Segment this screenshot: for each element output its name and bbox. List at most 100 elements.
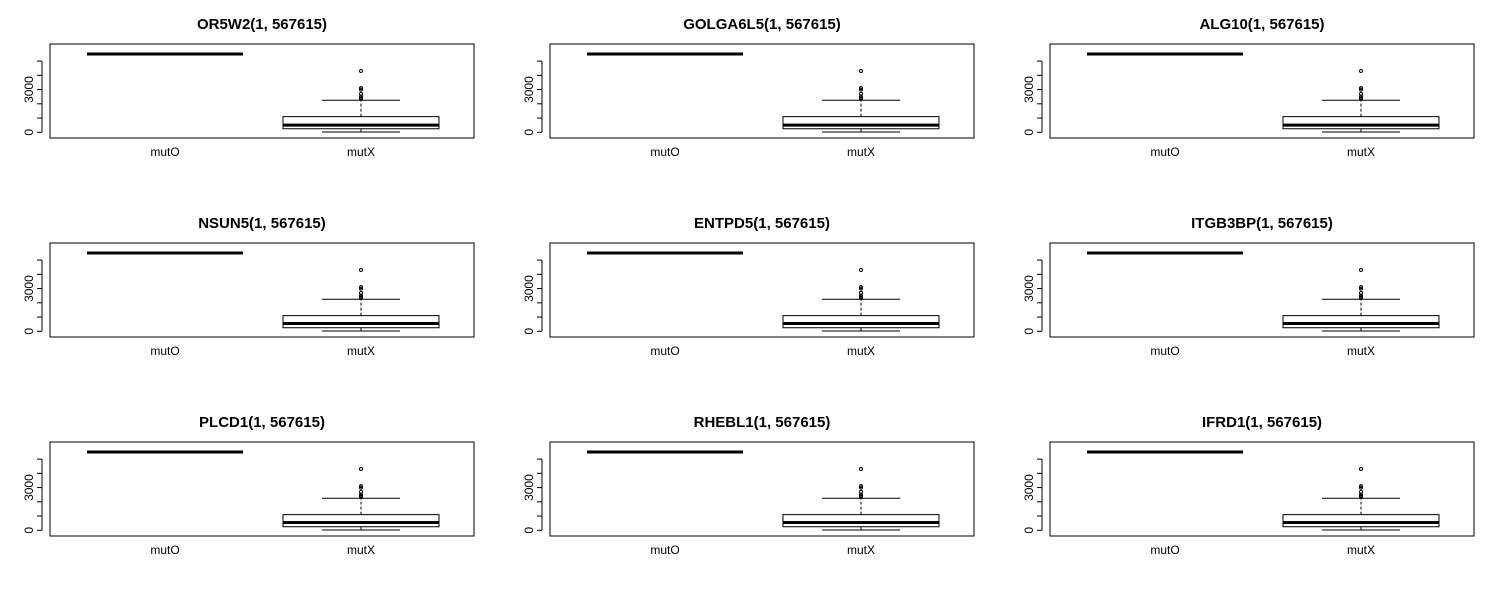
- outlier-point: [359, 467, 363, 472]
- y-tick-label: 3000: [522, 474, 536, 501]
- y-tick-label: 3000: [522, 275, 536, 302]
- outlier-point: [1359, 467, 1363, 472]
- outlier-point: [859, 286, 863, 291]
- y-tick-label: 0: [522, 527, 536, 534]
- outlier-point: [1359, 96, 1363, 101]
- box-mutX: [282, 467, 440, 531]
- panel-6: ITGB3BP(1, 567615) 0 3000 mutO mutX: [1022, 215, 1475, 358]
- y-tick-label: 0: [22, 527, 36, 534]
- box-mutX: [1282, 467, 1440, 531]
- y-tick-label: 3000: [522, 76, 536, 103]
- outlier-point: [359, 69, 363, 74]
- y-tick-label: 0: [22, 129, 36, 136]
- box-mutX: [282, 69, 440, 133]
- category-label: mutX: [847, 145, 875, 159]
- panel-title: ITGB3BP(1, 567615): [1191, 215, 1333, 232]
- plot-frame: [1049, 242, 1475, 338]
- outlier-point: [359, 489, 363, 494]
- plot-frame: [549, 441, 975, 537]
- category-label: mutX: [347, 543, 375, 557]
- y-tick-label: 3000: [1022, 275, 1036, 302]
- y-tick-label: 0: [522, 328, 536, 335]
- outlier-point: [359, 268, 363, 273]
- plot-frame: [1049, 441, 1475, 537]
- outlier-point: [859, 467, 863, 472]
- category-label: mutX: [1347, 145, 1375, 159]
- outlier-point: [359, 285, 363, 290]
- category-label: mutO: [650, 145, 679, 159]
- panel-3: ALG10(1, 567615) 0 3000 mutO mutX: [1022, 16, 1475, 159]
- box-iqr: [782, 514, 940, 528]
- plot-frame: [49, 242, 475, 338]
- outlier-point: [1359, 290, 1363, 295]
- outlier-point: [1359, 268, 1363, 273]
- outlier-point: [1359, 69, 1363, 74]
- box-mutX: [782, 467, 940, 531]
- box-iqr: [782, 116, 940, 130]
- outlier-point: [859, 290, 863, 295]
- panel-title: IFRD1(1, 567615): [1202, 414, 1322, 431]
- y-tick-label: 0: [522, 129, 536, 136]
- box-iqr: [282, 315, 440, 329]
- outlier-point: [359, 91, 363, 96]
- outlier-point: [1359, 485, 1363, 490]
- outlier-point: [859, 484, 863, 489]
- panel-title: ENTPD5(1, 567615): [694, 215, 830, 232]
- box-iqr: [1282, 514, 1440, 528]
- y-tick-label: 3000: [1022, 474, 1036, 501]
- box-mutX: [782, 268, 940, 332]
- outlier-point: [359, 87, 363, 92]
- outlier-point: [1359, 286, 1363, 291]
- outlier-point: [859, 96, 863, 101]
- outlier-point: [859, 489, 863, 494]
- outlier-point: [1359, 494, 1363, 499]
- box-mutX: [1282, 268, 1440, 332]
- y-tick-label: 3000: [1022, 76, 1036, 103]
- panel-5: ENTPD5(1, 567615) 0 3000 mutO mutX: [522, 215, 975, 358]
- category-label: mutX: [847, 344, 875, 358]
- outlier-point: [1359, 91, 1363, 96]
- panel-title: OR5W2(1, 567615): [197, 16, 327, 33]
- outlier-point: [1359, 87, 1363, 92]
- outlier-point: [859, 485, 863, 490]
- outlier-point: [1359, 86, 1363, 91]
- outlier-point: [859, 494, 863, 499]
- panel-7: PLCD1(1, 567615) 0 3000 mutO mutX: [22, 414, 475, 557]
- outlier-point: [1359, 489, 1363, 494]
- plot-frame: [549, 242, 975, 338]
- panel-9: IFRD1(1, 567615) 0 3000 mutO mutX: [1022, 414, 1475, 557]
- outlier-point: [859, 268, 863, 273]
- outlier-point: [859, 87, 863, 92]
- panel-title: PLCD1(1, 567615): [199, 414, 325, 431]
- panel-1: OR5W2(1, 567615) 0 3000 mutO mutX: [22, 16, 475, 159]
- outlier-point: [859, 86, 863, 91]
- category-label: mutO: [1150, 543, 1179, 557]
- outlier-point: [359, 86, 363, 91]
- box-iqr: [282, 116, 440, 130]
- outlier-point: [859, 285, 863, 290]
- category-label: mutO: [150, 344, 179, 358]
- outlier-point: [359, 96, 363, 101]
- plot-frame: [1049, 43, 1475, 139]
- y-tick-label: 0: [1022, 328, 1036, 335]
- panel-title: RHEBL1(1, 567615): [694, 414, 831, 431]
- category-label: mutO: [650, 543, 679, 557]
- outlier-point: [359, 484, 363, 489]
- category-label: mutO: [650, 344, 679, 358]
- panel-title: GOLGA6L5(1, 567615): [683, 16, 841, 33]
- box-iqr: [1282, 315, 1440, 329]
- category-label: mutX: [1347, 344, 1375, 358]
- box-mutX: [1282, 69, 1440, 133]
- category-label: mutO: [1150, 145, 1179, 159]
- outlier-point: [859, 91, 863, 96]
- box-iqr: [1282, 116, 1440, 130]
- outlier-point: [359, 485, 363, 490]
- box-mutX: [782, 69, 940, 133]
- plot-frame: [49, 441, 475, 537]
- outlier-point: [359, 286, 363, 291]
- y-tick-label: 3000: [22, 275, 36, 302]
- outlier-point: [1359, 295, 1363, 300]
- plot-frame: [549, 43, 975, 139]
- outlier-point: [1359, 484, 1363, 489]
